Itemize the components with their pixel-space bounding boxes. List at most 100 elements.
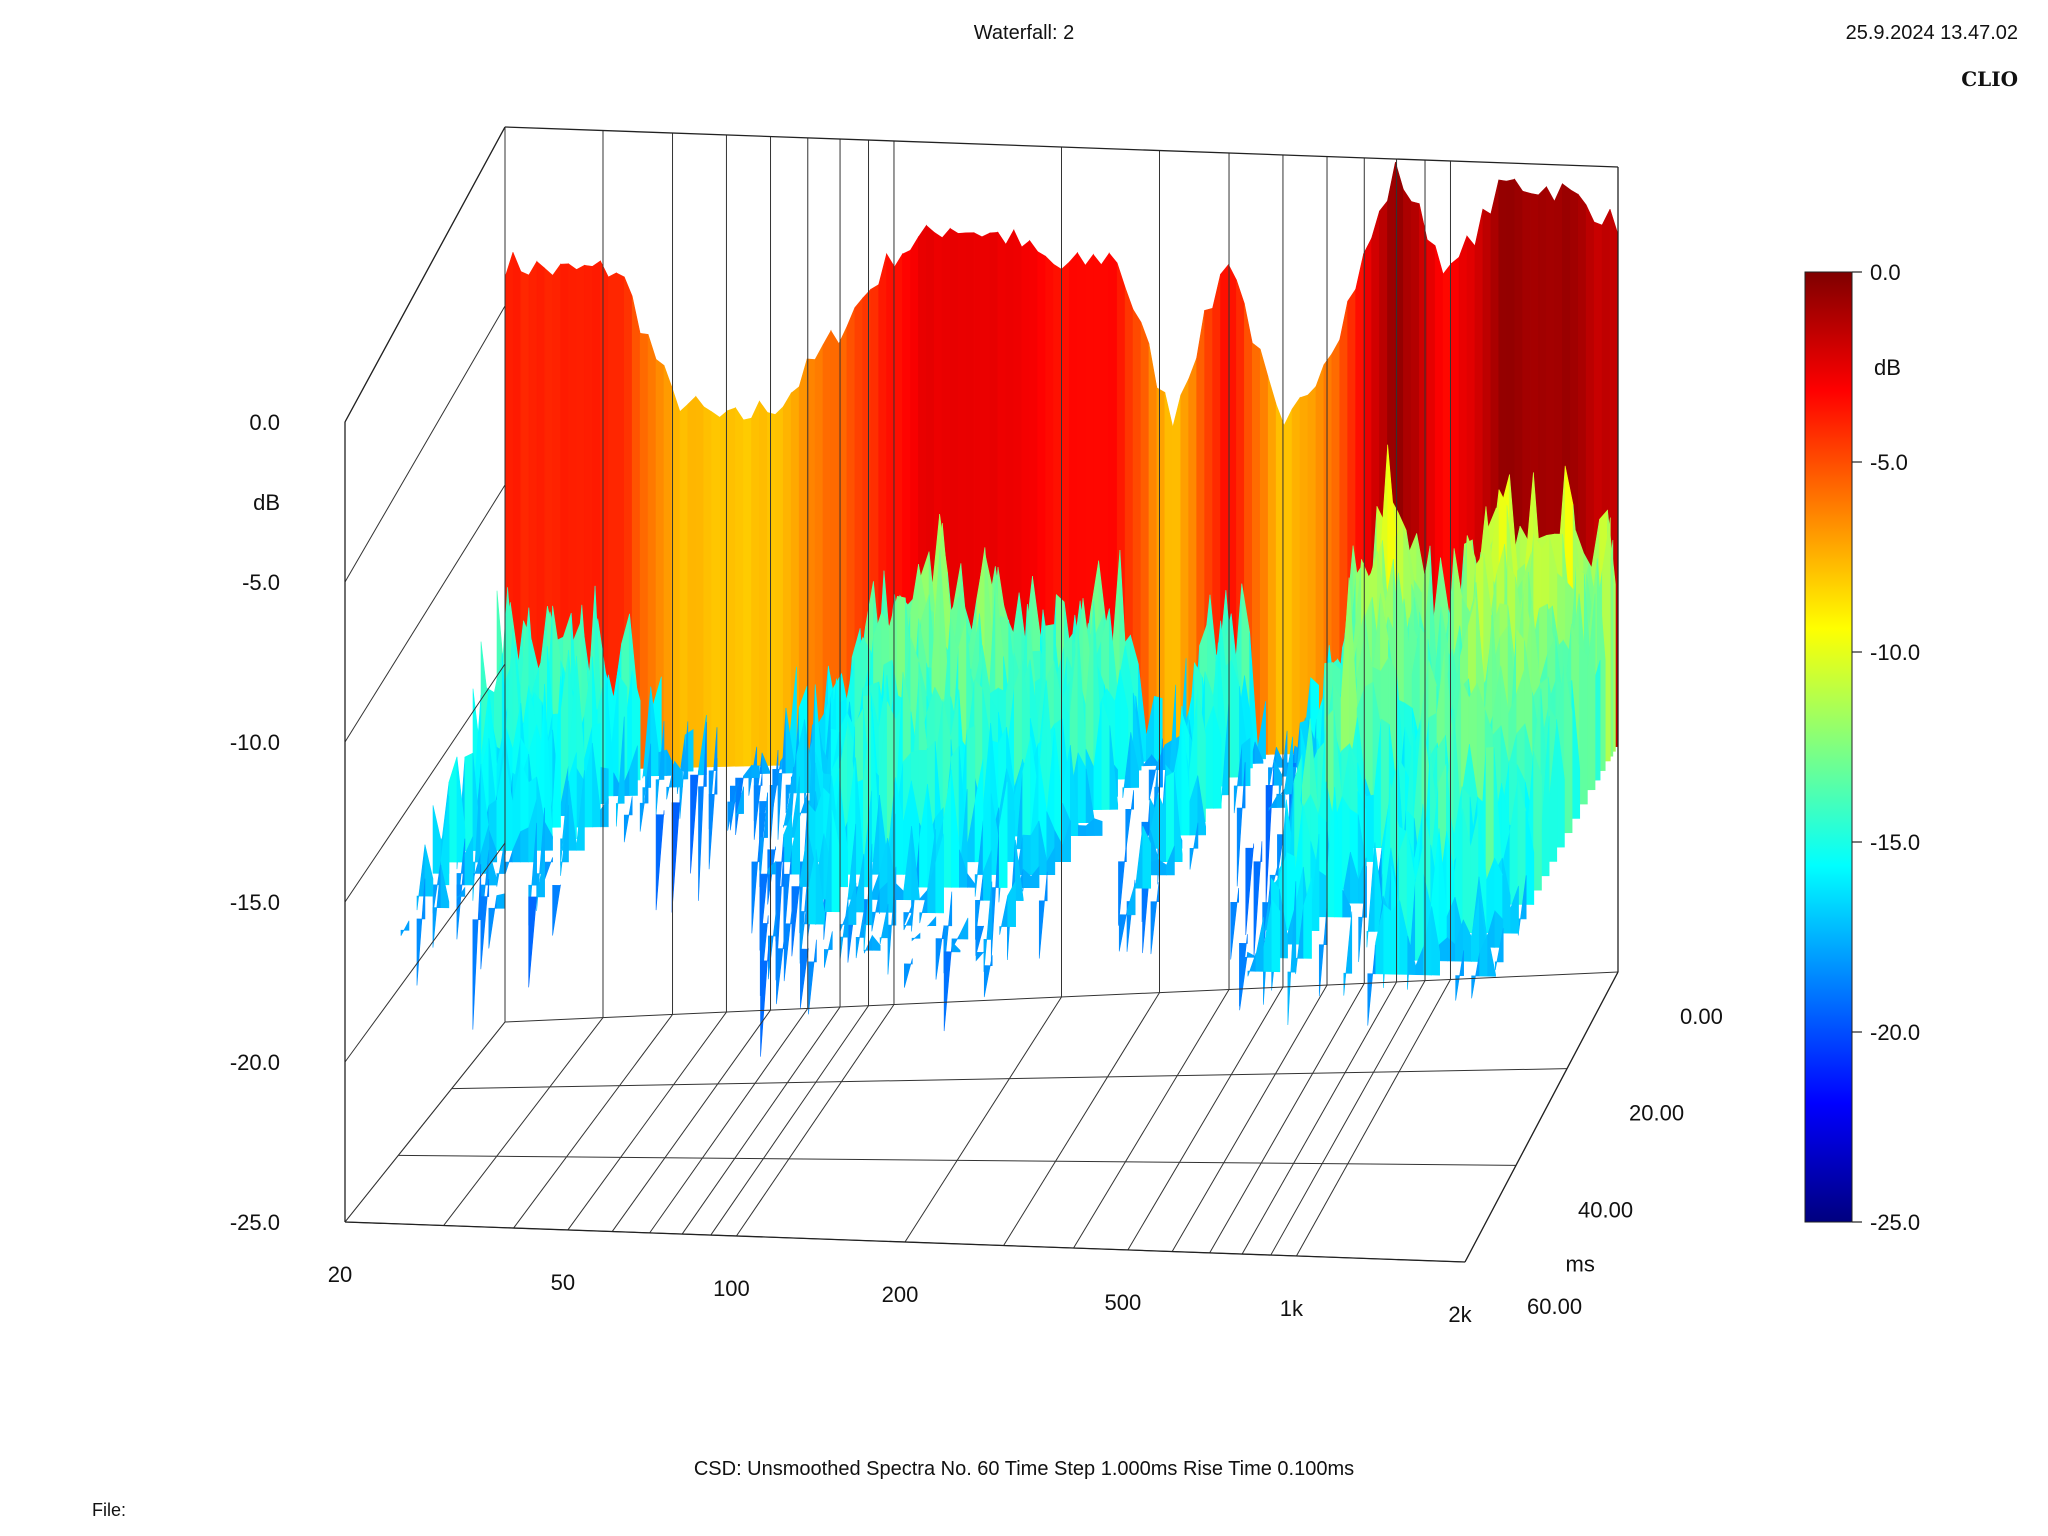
surface-strip (472, 864, 482, 1030)
time-axis-unit: ms (1566, 1252, 1595, 1277)
surface-strip (1287, 881, 1297, 1025)
surface-strip (1273, 759, 1283, 786)
surface-strip (943, 942, 953, 1032)
surface-strip (1303, 878, 1312, 959)
surface-strip (1154, 695, 1163, 762)
surface-strip (698, 722, 707, 901)
floor-gridline (513, 1014, 673, 1229)
floor-time-gridline (398, 1154, 1517, 1166)
surface-strip (751, 401, 760, 767)
surface-strip (975, 925, 985, 956)
surface-strip (552, 676, 561, 828)
surface-strip (799, 831, 809, 887)
floor-time-gridline (504, 971, 1619, 1023)
surface-strip (1253, 841, 1263, 958)
surface-strip (1118, 910, 1128, 952)
surface-strip (448, 756, 458, 863)
surface-strip (983, 881, 993, 972)
surface-strip (855, 909, 865, 959)
surface-strip (480, 879, 490, 970)
surface-strip (1165, 771, 1175, 862)
surface-strip (1077, 825, 1087, 836)
surface-strip (727, 791, 736, 831)
surface-strip (800, 948, 809, 1009)
surface-strip (776, 936, 785, 1005)
surface-strip (799, 793, 808, 818)
z-tick-label: -25.0 (230, 1210, 280, 1235)
surface-strip (432, 805, 442, 874)
surface-strip (1126, 883, 1136, 916)
z-tick-label: -10.0 (230, 730, 280, 755)
surface-strip (935, 925, 945, 980)
surface-strip (552, 884, 561, 936)
surface-strip (735, 406, 744, 767)
sidewall-gridline (344, 842, 506, 1063)
sidewall-gridline (344, 663, 506, 903)
surface-strip (815, 849, 825, 925)
surface-strip (1431, 906, 1440, 976)
surface-strip (895, 882, 904, 901)
decay-slice (760, 881, 1496, 1057)
freq-tick-label: 500 (1104, 1290, 1141, 1315)
surface-strip (1267, 377, 1277, 755)
floor-gridline (1003, 992, 1160, 1246)
z-tick-label: -20.0 (230, 1050, 280, 1075)
floor-gridline (710, 1005, 869, 1236)
surface-strip (911, 932, 921, 942)
surface-strip (1494, 928, 1504, 971)
surface-strip (629, 745, 638, 796)
surface-strip (735, 786, 744, 818)
surface-strip (1197, 775, 1207, 836)
surface-strip (1062, 820, 1071, 863)
surface-strip (983, 955, 993, 998)
freq-tick-label: 2k (1448, 1302, 1472, 1327)
timestamp: 25.9.2024 13.47.02 (1845, 22, 2018, 44)
surface-strip (674, 760, 683, 788)
surface-strip (998, 781, 1008, 888)
surface-strip (774, 405, 784, 766)
surface-strip (663, 365, 673, 769)
surface-strip (400, 920, 410, 936)
surface-strip (1212, 705, 1222, 809)
surface-strip (791, 882, 801, 957)
chart-title: Waterfall: 2 (973, 22, 1075, 44)
surface-strip (767, 411, 776, 766)
floor-gridline (567, 1011, 727, 1231)
surface-strip (1455, 950, 1464, 1001)
surface-strip (711, 411, 720, 768)
surface-strip (1142, 826, 1152, 889)
surface-strip (642, 743, 652, 810)
surface-strip (1109, 725, 1119, 810)
surface-strip (1189, 822, 1199, 870)
surface-strip (536, 855, 545, 898)
surface-strip (824, 931, 833, 968)
surface-strip (600, 798, 609, 828)
colorbar: 0.0 -5.0 -10.0 -15.0 -20.0 -25.0 dB (1804, 260, 1920, 1235)
z-axis-unit: dB (253, 490, 280, 515)
colorbar-tick-label: -20.0 (1870, 1020, 1920, 1045)
surface-strip (1007, 880, 1016, 928)
front-floor-edge (344, 1221, 1466, 1263)
floor-time-gridline (451, 1068, 1568, 1090)
surface-strip (1391, 899, 1401, 975)
surface-strip (1525, 810, 1535, 905)
surface-strip (1173, 771, 1183, 862)
surface-strip (687, 395, 697, 768)
time-tick-label: 0.00 (1680, 1004, 1723, 1029)
surface-strip (1579, 646, 1588, 805)
surface-strip (695, 395, 705, 768)
surface-strip (1283, 409, 1293, 755)
surface-strip (504, 850, 514, 876)
surface-strip (1241, 737, 1251, 787)
surface-strip (1134, 826, 1144, 894)
surface-strip (1118, 842, 1127, 926)
surface-strip (935, 833, 944, 914)
time-tick-label: 20.00 (1629, 1101, 1684, 1126)
surface-strip (759, 400, 768, 767)
surface-strip (903, 913, 913, 931)
floor-gridline (1295, 979, 1451, 1257)
footer-params: CSD: Unsmoothed Spectra No. 60 Time Step… (693, 1458, 1355, 1480)
surface-strip (959, 917, 969, 940)
surface-strip (767, 846, 776, 905)
freq-tick-label: 1k (1280, 1296, 1304, 1321)
